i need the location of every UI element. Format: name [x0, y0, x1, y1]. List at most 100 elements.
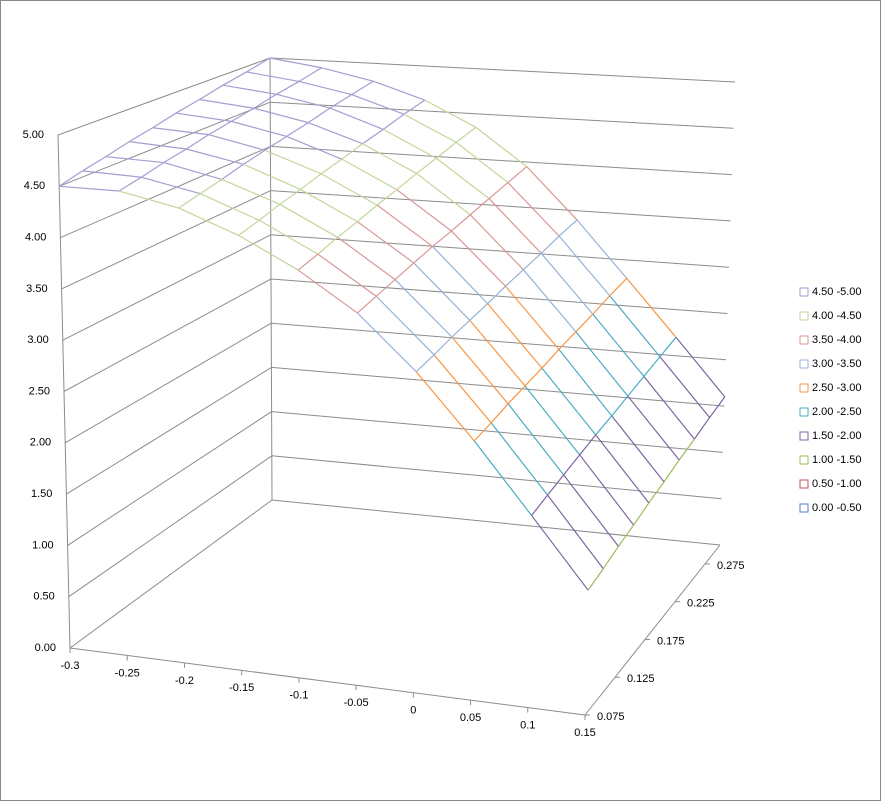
depth-tick-label: 0.125 — [627, 673, 655, 685]
x-tick-label: 0.15 — [574, 727, 595, 739]
z-tick-label: 4.00 — [25, 232, 46, 244]
surface-line — [595, 415, 613, 436]
surface-line — [450, 230, 506, 287]
surface-line — [579, 434, 597, 456]
surface-line — [627, 376, 645, 397]
surface-line — [540, 252, 594, 315]
grid-line — [57, 57, 271, 136]
surface-line — [243, 163, 301, 191]
surface-line — [617, 524, 635, 547]
z-tick-label: 2.50 — [29, 385, 50, 397]
surface-line — [432, 246, 489, 305]
surface-line — [258, 203, 281, 221]
surface-line — [451, 319, 471, 338]
surface-line — [246, 57, 271, 73]
surface-line — [141, 176, 201, 195]
grid-line — [271, 411, 724, 453]
surface-line — [238, 234, 299, 271]
grid-line — [66, 366, 272, 495]
legend-swatch — [799, 503, 809, 513]
legend-label: 4.50 -5.00 — [812, 286, 862, 298]
surface-line — [659, 336, 677, 358]
surface-line — [432, 230, 452, 247]
surface-line — [320, 158, 343, 175]
surface-line — [118, 176, 142, 192]
legend-label: 2.50 -3.00 — [812, 382, 862, 394]
surface-line — [595, 434, 650, 504]
legend-label: 3.00 -3.50 — [812, 358, 862, 370]
surface-line — [678, 438, 695, 461]
surface-line — [522, 269, 577, 333]
surface-line — [531, 515, 589, 591]
surface-line — [403, 99, 426, 115]
grid-line — [271, 455, 722, 500]
surface-line — [246, 71, 300, 83]
surface-line — [415, 371, 475, 442]
surface-line — [394, 279, 453, 338]
surface-line — [238, 219, 260, 236]
surface-line — [264, 149, 322, 175]
surface-line — [253, 107, 309, 124]
surface-line — [199, 178, 223, 195]
surface-line — [424, 99, 477, 128]
surface-line — [279, 203, 338, 238]
surface-line — [118, 190, 179, 209]
x-tick-label: -0.05 — [344, 697, 369, 709]
legend-label: 0.00 -0.50 — [812, 502, 862, 514]
depth-tick-label: 0.175 — [657, 635, 685, 647]
surface-line — [592, 313, 645, 377]
surface-line — [341, 143, 363, 160]
surface-line — [337, 221, 358, 238]
surface-line — [488, 198, 542, 254]
surface-line — [416, 172, 471, 216]
surface-line — [505, 269, 524, 287]
surface-line — [524, 385, 581, 456]
surface-line — [547, 474, 565, 496]
surface-line — [298, 67, 322, 82]
legend-swatch — [799, 287, 809, 297]
surface-line — [627, 395, 680, 461]
legend-swatch — [799, 383, 809, 393]
surface-line — [413, 262, 471, 321]
surface-line — [609, 295, 661, 358]
surface-line — [269, 57, 322, 69]
surface-line — [286, 122, 309, 137]
surface-line — [222, 84, 277, 95]
surface-line — [469, 214, 524, 271]
surface-line — [185, 134, 210, 150]
surface-line — [128, 127, 153, 143]
surface-line — [413, 245, 434, 264]
z-tick-label: 1.50 — [31, 488, 52, 500]
surface-line — [575, 313, 594, 333]
grid-line — [63, 278, 272, 392]
surface-line — [526, 166, 578, 221]
x-tick-label: 0.05 — [460, 712, 481, 724]
surface-line — [507, 403, 565, 476]
grid-line — [69, 499, 273, 649]
surface-line — [403, 113, 457, 143]
x-tick-label: -0.15 — [229, 682, 254, 694]
surface-line — [297, 253, 319, 271]
surface-line — [286, 135, 343, 160]
surface-line — [433, 354, 492, 424]
surface-line — [362, 128, 384, 145]
surface-line — [357, 312, 417, 373]
surface-line — [222, 71, 247, 86]
surface-line — [541, 367, 597, 436]
grid-line — [270, 145, 733, 176]
legend-swatch — [799, 311, 809, 321]
surface-line — [455, 126, 477, 143]
legend-swatch — [799, 359, 809, 369]
legend-label: 1.00 -1.50 — [812, 454, 862, 466]
z-tick-label: 5.00 — [23, 129, 44, 141]
surface-line — [308, 122, 363, 145]
surface-line — [317, 236, 338, 255]
surface-line — [592, 295, 611, 315]
surface-line — [58, 170, 83, 187]
surface-line — [276, 80, 300, 95]
surface-line — [199, 98, 255, 109]
surface-line — [320, 173, 378, 206]
surface-line — [337, 236, 396, 281]
surface-line — [507, 385, 526, 405]
surface-line — [473, 422, 492, 442]
